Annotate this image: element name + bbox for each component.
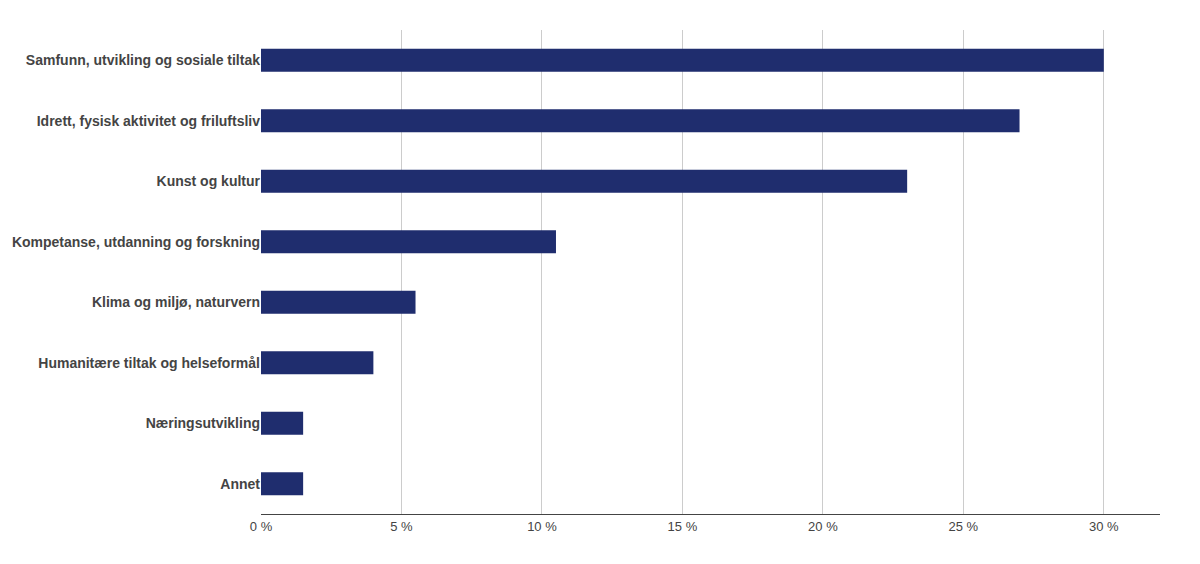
- svg-text:Idrett, fysisk aktivitet og fr: Idrett, fysisk aktivitet og friluftsliv: [37, 113, 260, 129]
- svg-text:15 %: 15 %: [668, 519, 698, 534]
- svg-text:Samfunn, utvikling og sosiale: Samfunn, utvikling og sosiale tiltak: [26, 52, 260, 68]
- svg-text:5 %: 5 %: [390, 519, 413, 534]
- svg-text:Kompetanse, utdanning og forsk: Kompetanse, utdanning og forskning: [12, 234, 260, 250]
- svg-text:Næringsutvikling: Næringsutvikling: [146, 415, 260, 431]
- svg-text:20 %: 20 %: [808, 519, 838, 534]
- svg-text:30 %: 30 %: [1089, 519, 1119, 534]
- svg-text:Humanitære tiltak og helseform: Humanitære tiltak og helseformål: [38, 355, 260, 371]
- svg-text:Kunst og kultur: Kunst og kultur: [157, 173, 261, 189]
- svg-text:25 %: 25 %: [949, 519, 979, 534]
- svg-text:10 %: 10 %: [527, 519, 557, 534]
- svg-text:0 %: 0 %: [250, 519, 273, 534]
- svg-text:Annet: Annet: [220, 476, 260, 492]
- svg-text:Klima og miljø, naturvern: Klima og miljø, naturvern: [92, 294, 260, 310]
